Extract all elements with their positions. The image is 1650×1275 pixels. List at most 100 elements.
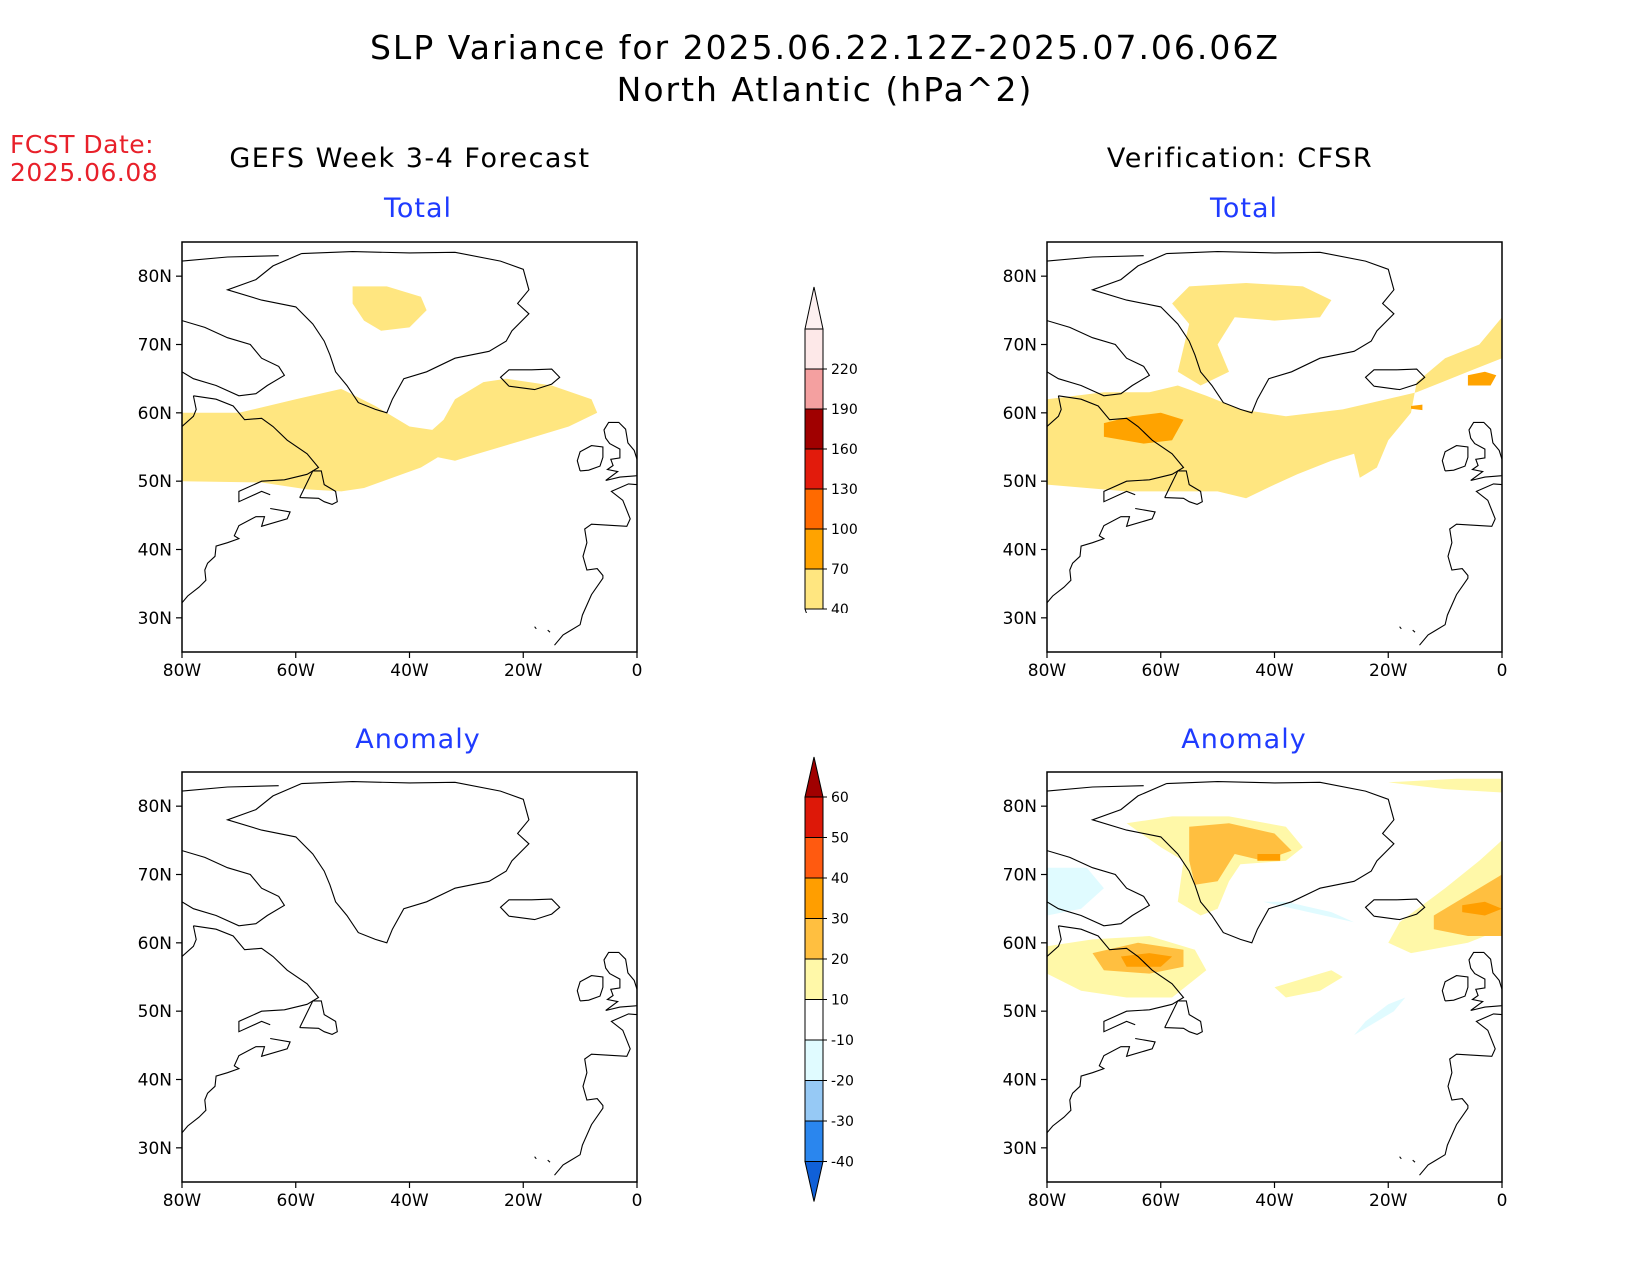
fcst-date: 2025.06.08 [10,158,159,187]
panel-title-forecast-total: Total [383,193,453,224]
lon-tick-label: 80W [1028,1191,1067,1211]
coastline [1047,320,1151,397]
coastline [182,850,286,927]
colorbar-segment [804,877,824,919]
contour-70-100 [1411,404,1423,411]
colorbar-total: 40 70 100 130 160 190 220 [804,286,858,613]
lat-tick-label: 30N [138,609,172,629]
colorbar-segment [804,408,824,450]
colorbar-label: 60 [831,790,849,806]
lon-tick-label: 60W [1142,661,1181,681]
colorbar-segment [804,918,824,960]
map-verification-total: 80N 70N 60N 50N 40N 30N 80W 60W 40W 20W 0 [1003,241,1508,681]
lon-tick-label: 0 [632,1191,643,1211]
coastline [1399,1156,1402,1160]
coastline [225,251,530,414]
coastline [534,1156,537,1160]
fcst-label: FCST Date: [10,130,155,159]
colorbar-label: 160 [831,442,858,458]
lon-tick-label: 0 [632,661,643,681]
coastline [1468,421,1502,482]
coastline [182,925,197,957]
coastline [554,1013,637,1176]
coastline [576,975,604,1002]
lat-tick-label: 30N [1003,609,1037,629]
lat-tick-label: 60N [138,934,172,954]
lon-tick-label: 40W [1255,661,1294,681]
coastline [1047,785,1144,792]
coastline [1047,1037,1156,1134]
coastline [1441,975,1469,1002]
coastline [1047,925,1062,957]
coastline [1090,251,1395,414]
lon-tick-label: 60W [277,1191,316,1211]
coastline [1164,470,1203,505]
coastline [1441,445,1469,472]
lat-tick-label: 40N [1003,1071,1037,1091]
colorbar-segment [804,1080,824,1122]
contour-30-40 [1257,854,1281,861]
lon-tick-label: 80W [163,661,202,681]
lat-tick-label: 60N [138,404,172,424]
coastline [603,421,637,482]
colorbar-segment [804,796,824,838]
coastline [1047,395,1062,427]
coastline [603,951,637,1012]
colorbar-label: 40 [831,871,849,887]
coastline [1412,1159,1416,1163]
lat-tick-label: 60N [1003,404,1037,424]
coastline [1399,626,1402,630]
lon-tick-label: 0 [1497,661,1508,681]
colorbar-extend-top [804,756,824,798]
lon-tick-label: 80W [163,1191,202,1211]
coastline [534,626,537,630]
contour-70-100 [1103,412,1184,444]
contour-neg10-neg20 [1354,997,1406,1036]
coastline [182,1037,291,1134]
lon-tick-label: 80W [1028,661,1067,681]
coastline [193,925,320,1033]
coastline [1412,629,1416,633]
colorbar-label: 190 [831,402,858,418]
lon-tick-label: 20W [504,661,543,681]
contour-20-30 [1189,823,1292,885]
colorbar-label: 40 [831,602,849,613]
lat-tick-label: 80N [138,797,172,817]
lon-tick-label: 20W [1369,1191,1408,1211]
coastline [499,368,561,391]
coastline [547,629,551,633]
colorbar-label: -10 [831,1033,854,1049]
lon-tick-label: 20W [1369,661,1408,681]
coastline [182,395,197,427]
lat-tick-label: 50N [1003,472,1037,492]
colorbar-label: -40 [831,1155,854,1171]
coastline [1058,395,1185,503]
lon-tick-label: 0 [1497,1191,1508,1211]
contour-30-40 [1120,953,1173,967]
colorbar-extend-top [804,286,824,330]
lon-tick-label: 40W [390,1191,429,1211]
lat-tick-label: 30N [138,1139,172,1159]
main-subtitle: North Atlantic (hPa^2) [616,70,1034,109]
coastline [576,445,604,472]
colorbar-label: 100 [831,522,858,538]
colorbar-label: -30 [831,1114,854,1130]
coastline [225,781,530,944]
coastline [554,483,637,646]
coastline [193,395,320,503]
contour-40-70 [1172,283,1332,386]
colorbar-segment [804,1120,824,1162]
colorbar-label: -20 [831,1074,854,1090]
colorbar-label: 50 [831,831,849,847]
colorbar-label: 30 [831,912,849,928]
coastline [1468,951,1502,1012]
coastline [1058,925,1185,1033]
contour-10-20 [1388,778,1502,793]
lat-tick-label: 40N [1003,541,1037,561]
contour-10-20 [1274,970,1343,998]
colorbar-segment [804,328,824,370]
colorbar-label: 220 [831,362,858,378]
panel-title-verification-total: Total [1209,193,1279,224]
coastline [1047,850,1151,927]
lat-tick-label: 70N [138,336,172,356]
